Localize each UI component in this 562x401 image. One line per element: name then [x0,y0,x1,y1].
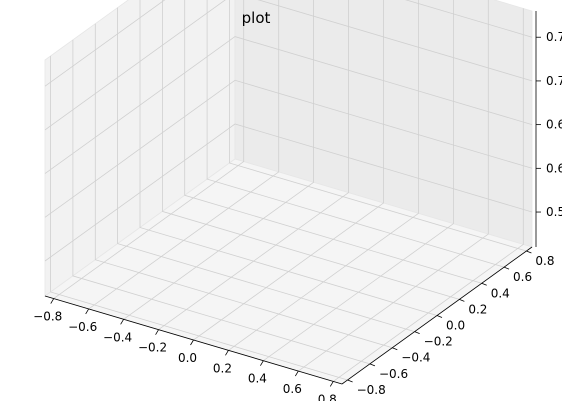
gridline-z [44,36,533,174]
y-tick-label: −0.4 [401,351,430,365]
x-tick-mark [155,329,159,335]
y-tick-label: 0.2 [468,302,487,316]
gridlines [44,0,533,382]
gridline-x [228,0,419,351]
gridline-x [158,0,350,330]
z-tick-label: 0.55 [546,205,562,219]
x-tick-label: −0.6 [68,320,97,334]
z-tick-label: 0.70 [546,74,562,88]
z-tick-label: 0.65 [546,118,562,132]
y-tick-label: −0.2 [424,335,453,349]
y-tick-label: 0.6 [513,270,532,284]
gridline-x [193,0,384,341]
gridline-x [88,0,280,310]
gridline-z [44,79,533,218]
y-tick-label: 0.8 [535,254,554,268]
x-tick-label: −0.4 [103,330,132,344]
y-tick-label: 0.0 [446,319,465,333]
y-tick-label: −0.8 [357,383,386,397]
gridline-y [117,7,415,332]
gridline-x [298,0,489,372]
y-tick-mark [369,363,376,367]
gridline-y [72,39,371,365]
y-tick-mark [481,282,487,286]
gridline-z [44,123,533,262]
y-tick-mark [414,331,420,334]
gridline-y [206,0,505,268]
x-tick-mark [190,339,194,346]
y-tick-mark [459,299,465,302]
gridline-x [263,0,454,362]
x-tick-mark [260,360,264,366]
y-tick-label: −0.6 [379,367,408,381]
gridline-y [184,0,482,284]
gridline-y [228,0,527,252]
x-tick-label: −0.8 [33,310,62,324]
gridline-z [44,0,533,87]
y-tick-mark [503,266,510,270]
tick-labels: −0.8−0.6−0.4−0.20.00.20.40.60.8−0.8−0.6−… [33,30,562,401]
x-tick-mark [294,370,299,377]
y-tick-mark [347,379,353,383]
x-tick-label: 0.4 [248,372,267,386]
gridline-y [50,56,348,381]
x-tick-mark [329,381,334,387]
x-tick-mark [85,308,90,315]
y-tick-mark [392,347,398,351]
gridline-x [123,0,315,320]
x-tick-mark [50,298,55,304]
gridline-y [94,23,393,349]
z-tick-label: 0.75 [546,30,562,44]
y-tick-mark [526,250,532,254]
chart-title: plot [242,9,271,27]
x-tick-label: 0.0 [178,351,197,365]
x-tick-label: 0.8 [318,392,337,401]
x-tick-mark [225,350,229,356]
x-tick-mark [120,319,124,325]
y-tick-mark [436,315,443,318]
x-tick-label: 0.2 [213,361,232,375]
gridline-y [161,0,460,300]
gridline-z [44,0,533,131]
z-tick-label: 0.60 [546,161,562,175]
gridline-y [139,0,438,316]
gridline-x [333,8,524,382]
x-tick-label: 0.6 [283,382,302,396]
x-tick-label: −0.2 [138,341,167,355]
gridline-x [53,0,245,299]
y-tick-label: 0.4 [491,286,510,300]
